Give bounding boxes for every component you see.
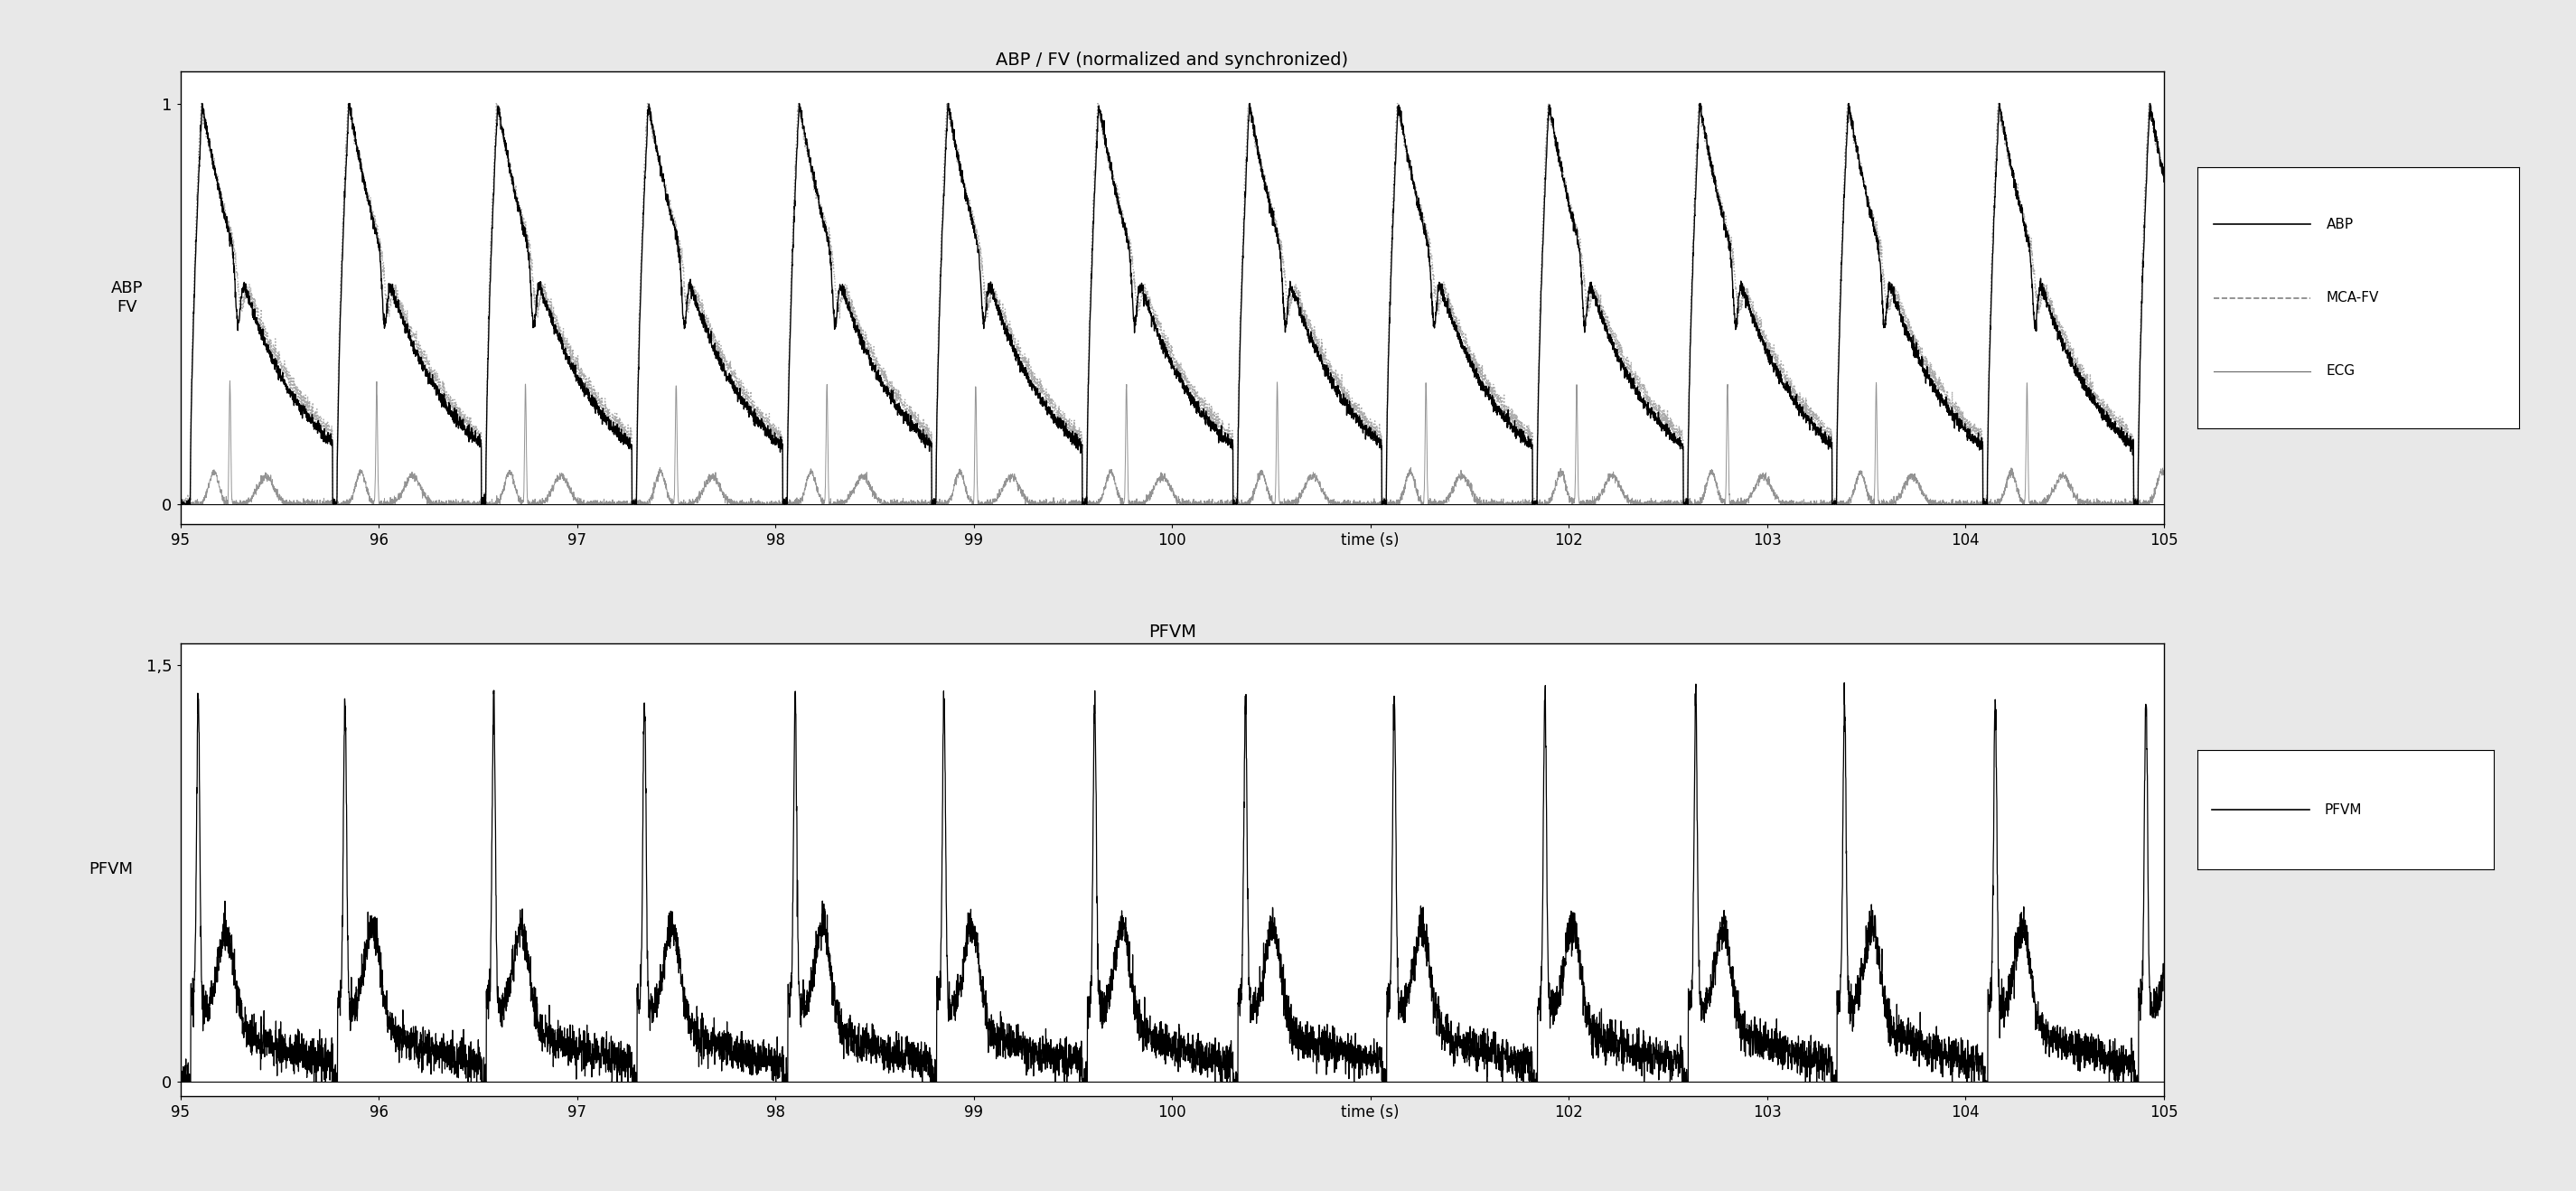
Y-axis label: PFVM: PFVM bbox=[90, 861, 134, 878]
ECG bbox=[165, 495, 196, 510]
PFVM bbox=[2043, 1027, 2074, 1041]
ECG bbox=[214, 374, 245, 388]
Title: ABP / FV (normalized and synchronized): ABP / FV (normalized and synchronized) bbox=[997, 51, 1347, 69]
ECG bbox=[2148, 464, 2179, 479]
Title: PFVM: PFVM bbox=[1149, 623, 1195, 641]
Text: MCA-FV: MCA-FV bbox=[2326, 291, 2378, 305]
ECG bbox=[175, 494, 206, 509]
ECG bbox=[2043, 468, 2074, 482]
ECG bbox=[1136, 487, 1167, 501]
ABP bbox=[185, 96, 216, 111]
MCA-FV bbox=[185, 96, 216, 111]
ECG bbox=[283, 497, 314, 511]
Line: PFVM: PFVM bbox=[180, 682, 2164, 1081]
MCA-FV bbox=[247, 320, 278, 335]
MCA-FV bbox=[1133, 298, 1164, 312]
Text: ECG: ECG bbox=[2326, 364, 2354, 378]
ABP bbox=[247, 322, 278, 336]
Y-axis label: ABP
FV: ABP FV bbox=[111, 280, 142, 316]
PFVM bbox=[175, 1067, 206, 1081]
PFVM bbox=[165, 1065, 196, 1079]
ABP bbox=[283, 404, 314, 418]
MCA-FV bbox=[165, 497, 196, 511]
PFVM bbox=[165, 1074, 196, 1089]
Text: PFVM: PFVM bbox=[2324, 803, 2362, 817]
ABP bbox=[175, 494, 206, 509]
PFVM bbox=[1133, 1024, 1164, 1039]
Text: ABP: ABP bbox=[2326, 218, 2354, 231]
ECG bbox=[247, 470, 278, 485]
PFVM bbox=[283, 1047, 314, 1061]
Line: MCA-FV: MCA-FV bbox=[180, 104, 2164, 504]
MCA-FV bbox=[2148, 170, 2179, 185]
ABP bbox=[2043, 328, 2074, 342]
MCA-FV bbox=[2043, 317, 2074, 331]
PFVM bbox=[2148, 971, 2179, 985]
PFVM bbox=[247, 1042, 278, 1056]
MCA-FV bbox=[283, 388, 314, 403]
PFVM bbox=[1829, 675, 1860, 690]
ECG bbox=[554, 481, 585, 495]
ECG bbox=[165, 497, 196, 511]
MCA-FV bbox=[554, 342, 585, 356]
MCA-FV bbox=[173, 494, 204, 509]
Line: ABP: ABP bbox=[180, 104, 2164, 504]
ABP bbox=[165, 497, 196, 511]
Line: ECG: ECG bbox=[180, 381, 2164, 504]
ABP bbox=[1136, 304, 1167, 318]
PFVM bbox=[554, 1034, 585, 1048]
ABP bbox=[165, 497, 196, 511]
ABP bbox=[2148, 175, 2179, 189]
ABP bbox=[554, 350, 585, 364]
